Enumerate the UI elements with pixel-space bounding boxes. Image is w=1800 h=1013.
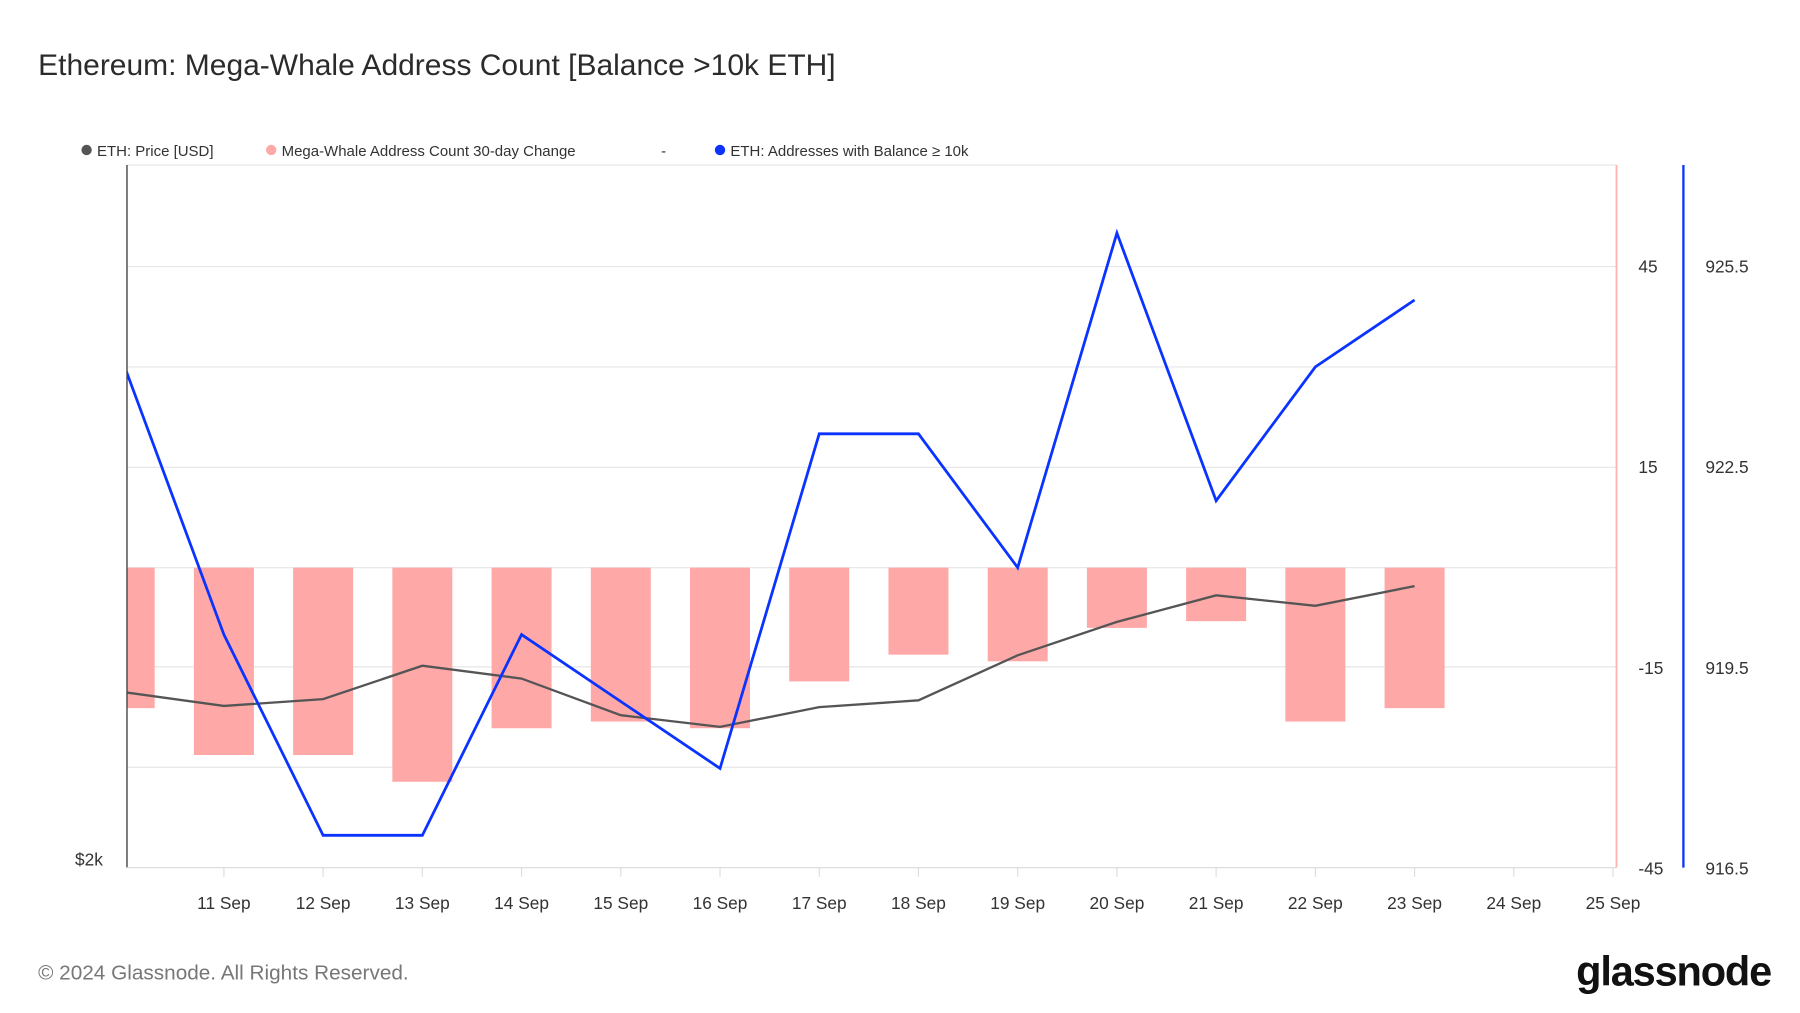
x-tick-label: 20 Sep — [1089, 893, 1144, 913]
addresses-line[interactable] — [125, 228, 1416, 837]
copyright: © 2024 Glassnode. All Rights Reserved. — [38, 962, 409, 985]
x-tick-label: 24 Sep — [1486, 893, 1541, 913]
x-tick-label: 11 Sep — [197, 893, 251, 913]
x-tick-label: 25 Sep — [1586, 893, 1641, 913]
chart-title: Ethereum: Mega-Whale Address Count [Bala… — [38, 49, 836, 82]
legend: ETH: Price [USD] Mega-Whale Address Coun… — [81, 143, 969, 160]
bar-30d-change[interactable] — [987, 567, 1048, 662]
legend-item-30d-change[interactable]: Mega-Whale Address Count 30-day Change — [266, 143, 576, 160]
price-line[interactable] — [125, 584, 1415, 729]
legend-marker-addresses — [714, 144, 726, 156]
x-tick-label: 15 Sep — [593, 893, 648, 913]
right-axis-1-tick: -45 — [1638, 859, 1663, 879]
right-axis-1-tick: 15 — [1638, 457, 1657, 477]
glassnode-logo: glassnode — [1576, 947, 1771, 994]
x-tick-label: 23 Sep — [1387, 893, 1442, 913]
right-axis-1-ticks: 45 15 -15 -45 — [1638, 256, 1663, 878]
x-tick-label: 12 Sep — [296, 893, 351, 913]
x-tick-label: 22 Sep — [1288, 893, 1343, 913]
legend-separator: - — [661, 143, 666, 160]
bar-30d-change[interactable] — [789, 567, 850, 682]
bar-30d-change[interactable] — [690, 567, 751, 729]
x-tick-label: 19 Sep — [990, 893, 1045, 913]
x-tick-label: 17 Sep — [792, 893, 847, 913]
right-axis-1-tick: 45 — [1638, 256, 1657, 276]
right-axis-2-tick: 916.5 — [1705, 859, 1748, 879]
bar-30d-change[interactable] — [392, 567, 453, 782]
bar-30d-change[interactable] — [1285, 567, 1346, 722]
x-tick-label: 16 Sep — [693, 893, 748, 913]
left-axis-tick: $2k — [75, 849, 103, 869]
gridlines — [126, 265, 1617, 768]
x-tick-label: 13 Sep — [395, 893, 450, 913]
legend-label-price: ETH: Price [USD] — [97, 143, 214, 160]
legend-label-30d-change: Mega-Whale Address Count 30-day Change — [282, 143, 576, 160]
right-axis-2-tick: 925.5 — [1705, 256, 1748, 276]
bar-30d-change[interactable] — [293, 567, 354, 756]
legend-marker-price — [81, 144, 92, 156]
bar-30d-change[interactable] — [888, 567, 949, 655]
legend-label-addresses: ETH: Addresses with Balance ≥ 10k — [730, 143, 969, 160]
right-axis-1-tick: -15 — [1638, 658, 1663, 678]
legend-marker-30d-change — [266, 144, 277, 156]
bars-30d-change — [95, 567, 1445, 782]
x-tick-label: 14 Sep — [494, 893, 549, 913]
bar-30d-change[interactable] — [590, 567, 651, 722]
x-axis-ticks: 11 Sep 12 Sep 13 Sep 14 Sep 15 Sep 16 Sep 17 S… — [197, 867, 1641, 913]
bar-30d-change[interactable] — [193, 567, 254, 756]
right-axis-2-tick: 919.5 — [1705, 658, 1748, 678]
bar-30d-change[interactable] — [95, 567, 155, 709]
x-tick-label: 21 Sep — [1189, 893, 1244, 913]
bar-30d-change[interactable] — [1384, 567, 1445, 709]
right-axis-2-ticks: 925.5 922.5 919.5 916.5 — [1705, 256, 1748, 878]
x-tick-label: 18 Sep — [891, 893, 946, 913]
bar-30d-change[interactable] — [1086, 567, 1147, 628]
right-axis-2-tick: 922.5 — [1705, 457, 1748, 477]
legend-item-price[interactable]: ETH: Price [USD] — [81, 143, 214, 160]
legend-item-addresses[interactable]: ETH: Addresses with Balance ≥ 10k — [714, 143, 969, 160]
